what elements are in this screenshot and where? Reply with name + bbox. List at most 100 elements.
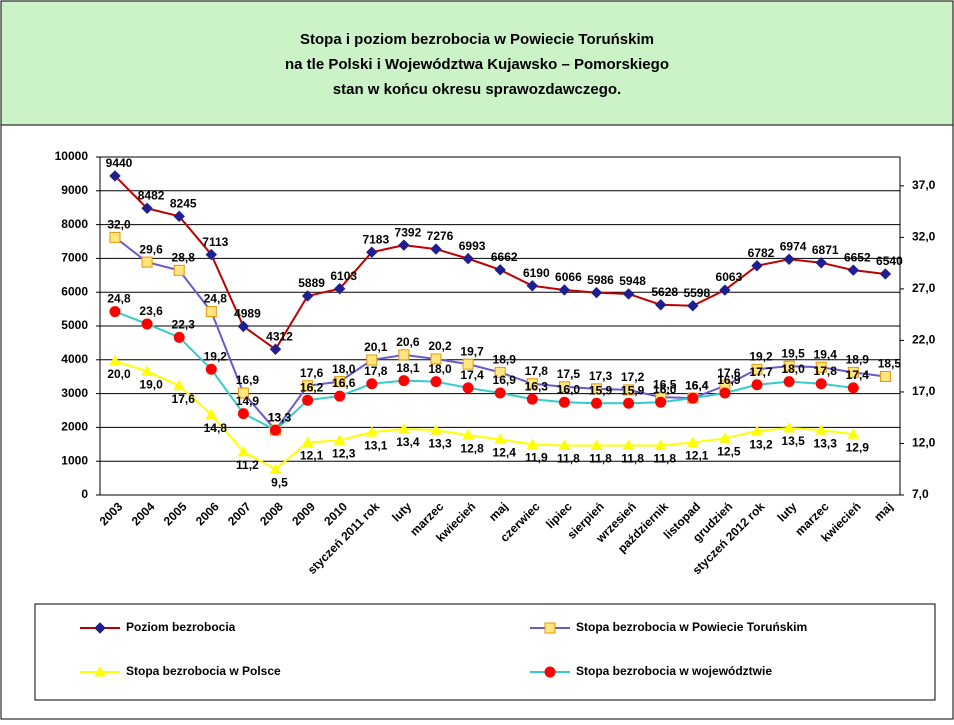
marker [333,434,346,445]
data-label: 20,6 [396,335,420,349]
marker [462,358,474,370]
marker [847,428,860,439]
data-label: 13,3 [814,436,838,450]
marker [494,264,506,276]
marker [654,299,667,311]
data-label: 24,8 [107,292,131,306]
data-label: 11,8 [621,452,644,466]
data-label: 5628 [651,285,678,299]
data-label: 16,5 [653,377,677,391]
data-label: 12,1 [300,449,324,463]
marker [94,665,106,677]
data-label: 13,3 [268,410,292,424]
marker [141,202,153,215]
marker [526,438,539,450]
marker [366,354,378,366]
data-label: 16,3 [525,379,549,393]
marker [398,375,410,387]
y2-tick-label: 27,0 [912,281,936,295]
data-label: 18,1 [396,361,420,375]
marker [494,433,507,444]
marker [205,363,217,375]
marker [109,306,121,318]
y2-tick-label: 7,0 [912,487,929,501]
marker [783,421,795,433]
data-label: 17,8 [525,364,549,378]
data-label: 13,1 [364,438,388,452]
data-label: 14,9 [236,394,260,408]
data-label: 7113 [202,235,228,249]
y2-tick-label: 37,0 [912,178,936,192]
marker [366,378,378,390]
marker [94,622,106,634]
y-tick-label: 6000 [61,284,88,298]
legend-box [34,603,936,701]
y-tick-label: 5000 [61,318,88,332]
marker [622,439,635,451]
data-label: 5889 [298,276,325,290]
data-label: 19,5 [781,346,805,360]
marker [205,248,218,261]
marker [544,666,556,678]
marker [526,393,538,405]
y-tick-label: 10000 [55,149,89,163]
marker [494,387,506,399]
data-label: 7276 [427,229,454,243]
marker [751,363,763,375]
marker [141,365,153,376]
data-label: 17,8 [364,364,388,378]
data-label: 12,4 [493,446,517,460]
marker [591,397,602,409]
data-label: 12,1 [685,449,709,463]
y-tick-label: 7000 [61,251,88,265]
data-label: 14,8 [204,421,228,435]
data-label: 11,2 [236,458,259,472]
data-label: 4312 [266,329,293,343]
data-label: 16,9 [717,373,741,387]
marker [654,439,667,451]
marker [623,384,635,396]
marker [783,253,795,265]
marker [558,381,570,393]
data-label: 18,0 [781,362,805,376]
header [0,0,954,126]
data-label: 6993 [459,239,486,253]
data-label: 32,0 [107,218,131,232]
marker [751,260,763,272]
data-label: 6662 [491,250,518,264]
marker [687,392,699,404]
marker [558,396,570,408]
marker [590,439,603,451]
data-label: 12,9 [846,440,870,454]
marker [751,425,763,436]
marker [686,436,699,447]
y-tick-label: 4000 [61,352,88,366]
y2-tick-label: 12,0 [912,436,936,450]
marker [719,432,731,443]
marker [847,382,859,394]
legend-label: Stopa bezrobocia w Powiecie Toruńskim [576,620,807,634]
data-label: 23,6 [139,304,163,318]
data-label: 24,8 [204,292,228,306]
data-label: 18,9 [493,353,517,367]
data-label: 17,8 [814,364,838,378]
marker [173,331,185,343]
marker [141,256,153,268]
data-label: 6974 [780,239,807,253]
marker [173,264,185,276]
chart-title: stan w końcu okresu sprawozdawczego. [333,81,621,98]
marker [237,408,249,420]
marker [365,426,378,437]
y2-tick-label: 17,0 [912,384,936,398]
data-label: 19,2 [749,349,773,363]
y-tick-label: 8000 [61,217,88,231]
series-line [114,310,854,432]
marker [205,306,217,318]
data-label: 17,7 [749,365,773,379]
marker [526,378,538,390]
y-tick-label: 1000 [61,453,88,467]
y-tick-label: 3000 [61,386,88,400]
y2-tick-label: 32,0 [912,230,936,244]
marker [430,353,442,365]
marker [366,246,378,258]
